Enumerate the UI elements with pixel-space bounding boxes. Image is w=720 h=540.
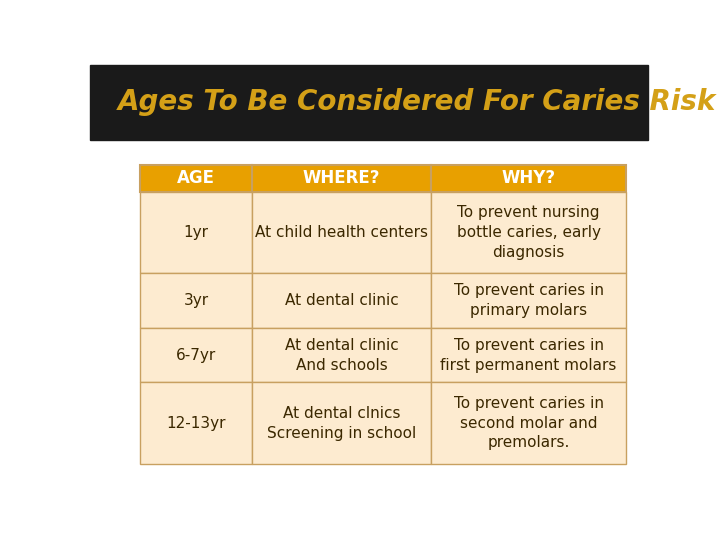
Text: At dental clnics
Screening in school: At dental clnics Screening in school: [267, 406, 416, 441]
Text: At dental clinic: At dental clinic: [285, 293, 399, 308]
Bar: [252, 165, 431, 192]
Bar: [140, 192, 252, 273]
Text: At dental clinic
And schools: At dental clinic And schools: [285, 338, 399, 373]
Bar: [140, 165, 252, 192]
Text: To prevent nursing
bottle caries, early
diagnosis: To prevent nursing bottle caries, early …: [456, 205, 600, 260]
Bar: [252, 382, 431, 464]
Bar: [252, 273, 431, 328]
Bar: [431, 165, 626, 192]
Text: WHY?: WHY?: [502, 169, 556, 187]
Text: WHERE?: WHERE?: [303, 169, 380, 187]
Text: 12-13yr: 12-13yr: [166, 416, 226, 430]
Text: At child health centers: At child health centers: [255, 225, 428, 240]
Text: To prevent caries in
second molar and
premolars.: To prevent caries in second molar and pr…: [454, 396, 603, 450]
Bar: [140, 273, 252, 328]
Bar: [140, 382, 252, 464]
Text: AGE: AGE: [177, 169, 215, 187]
Text: Ages To Be Considered For Caries Risk Assessment: Ages To Be Considered For Caries Risk As…: [118, 88, 720, 116]
Text: To prevent caries in
first permanent molars: To prevent caries in first permanent mol…: [441, 338, 617, 373]
Text: 3yr: 3yr: [184, 293, 209, 308]
Bar: [252, 328, 431, 382]
Text: 6-7yr: 6-7yr: [176, 348, 216, 362]
Bar: [252, 192, 431, 273]
Bar: [431, 192, 626, 273]
Bar: [431, 273, 626, 328]
Bar: [431, 328, 626, 382]
Bar: [90, 65, 648, 140]
Bar: [140, 328, 252, 382]
Bar: [431, 382, 626, 464]
Text: 1yr: 1yr: [184, 225, 209, 240]
Text: To prevent caries in
primary molars: To prevent caries in primary molars: [454, 284, 603, 318]
